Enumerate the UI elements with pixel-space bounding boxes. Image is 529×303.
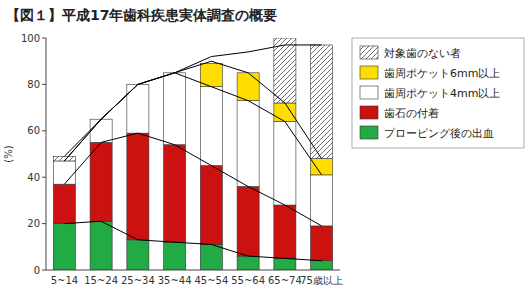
bar [311, 226, 333, 261]
bar [274, 122, 296, 206]
legend-swatch [360, 106, 378, 119]
legend-swatch [360, 126, 378, 139]
y-tick-label: 60 [27, 125, 40, 136]
line [64, 133, 321, 226]
line [64, 61, 321, 161]
y-tick-label: 40 [27, 172, 40, 183]
y-tick [42, 38, 46, 39]
line [64, 73, 321, 175]
chart: 【図１】平成17年歯科疾患実体調査の概要 0 20 40 60 80 100 5~14 15~2… [0, 0, 529, 303]
legend-label: 歯周ポケット6mm以上 [384, 67, 500, 80]
bar [164, 73, 186, 145]
bar [237, 186, 259, 256]
x-tick-label: 75歳以上 [300, 275, 343, 286]
y-tick-label: 20 [27, 218, 40, 229]
bar [200, 166, 222, 245]
y-tick-label: 0 [34, 265, 40, 276]
bar-background [274, 38, 296, 103]
y-axis [46, 38, 47, 270]
y-tick [42, 130, 46, 131]
y-tick-label: 80 [27, 79, 40, 90]
x-tick-label: 5~14 [51, 275, 78, 286]
legend-swatch [360, 86, 378, 99]
x-tick-label: 15~24 [84, 275, 118, 286]
bar [200, 64, 222, 87]
bar [90, 142, 112, 221]
y-tick [42, 177, 46, 178]
bar [237, 256, 259, 270]
y-axis-label: (%) [3, 145, 14, 162]
line [64, 221, 321, 260]
x-tick-label: 25~34 [121, 275, 155, 286]
y-tick-label: 100 [21, 33, 40, 44]
legend-swatch-background [360, 46, 378, 59]
legend-label: 歯周ポケット4mm以上 [384, 87, 500, 100]
bar [274, 38, 296, 103]
bar [200, 244, 222, 270]
bar [274, 205, 296, 258]
line [64, 45, 321, 156]
bar [311, 261, 333, 270]
marks [53, 38, 332, 270]
bar [164, 242, 186, 270]
bar [164, 145, 186, 242]
bar [53, 161, 75, 184]
bar [311, 159, 333, 175]
y-tick [42, 223, 46, 224]
bar [274, 103, 296, 122]
bar [53, 224, 75, 270]
bar [53, 184, 75, 223]
bar [237, 101, 259, 187]
legend-label: 歯石の付着 [384, 107, 439, 120]
x-tick-label: 55~64 [231, 275, 265, 286]
legend-swatch [360, 46, 378, 59]
y-tick [42, 270, 46, 271]
bar-background [311, 45, 333, 159]
legend-frame [352, 38, 524, 148]
bar [274, 258, 296, 270]
bar [90, 119, 112, 142]
bar [200, 87, 222, 166]
y-tick [42, 84, 46, 85]
x-tick-label: 35~44 [158, 275, 192, 286]
legend-label: プローピング後の出血 [384, 127, 494, 140]
bar [90, 221, 112, 270]
title: 【図１】平成17年歯科疾患実体調査の概要 [6, 7, 277, 23]
x-tick-label: 45~54 [194, 275, 228, 286]
bar [237, 73, 259, 101]
legend: 対象歯のない者歯周ポケット6mm以上歯周ポケット4mm以上歯石の付着プローピング… [352, 38, 524, 148]
bar [311, 45, 333, 159]
x-axis [46, 270, 340, 271]
legend-swatch [360, 66, 378, 79]
bar [127, 240, 149, 270]
x-tick-label: 65~74 [268, 275, 302, 286]
bar [311, 175, 333, 226]
legend-label: 対象歯のない者 [384, 47, 461, 60]
bar [127, 133, 149, 240]
